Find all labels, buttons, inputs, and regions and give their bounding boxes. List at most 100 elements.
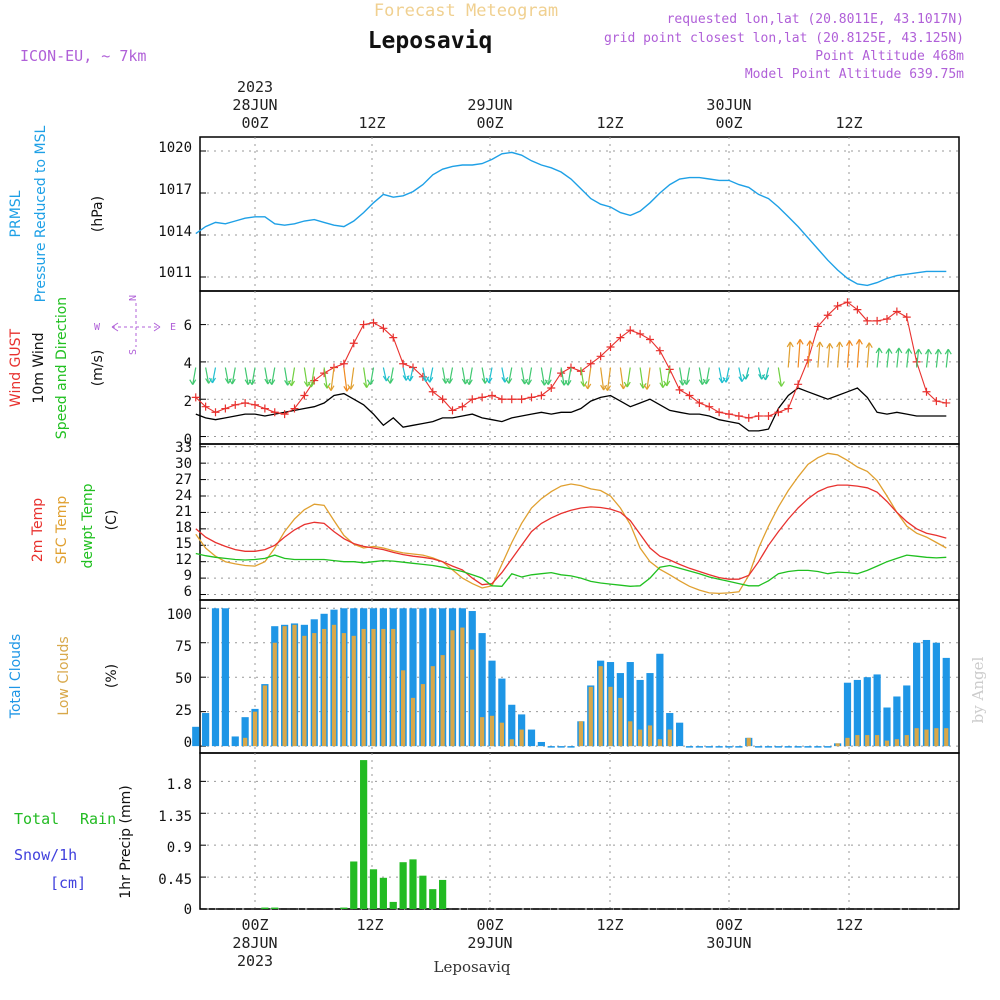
top-year-label: 2023	[237, 78, 273, 96]
bottom-time-axis: 00Z 12Z 00Z 12Z 00Z 12Z 28JUN 2023 29JUN…	[232, 916, 862, 970]
wind-compass-icon: W E N S	[94, 295, 176, 355]
top-date-28jun: 28JUN	[232, 96, 277, 114]
dewpt-label: dewpt Temp	[80, 483, 96, 568]
wind-direction-arrow	[826, 342, 834, 368]
temp-tick: 30	[175, 456, 192, 472]
total-cloud-bar	[192, 726, 200, 747]
low-cloud-bar	[460, 627, 465, 747]
total-cloud-bar	[764, 746, 773, 748]
pressure-units: (hPa)	[90, 196, 106, 232]
precip-bar	[439, 879, 447, 909]
sfc-temp-line	[195, 452, 947, 595]
gust-point-marker	[606, 342, 615, 351]
precip-bar	[389, 901, 397, 909]
gust-point-marker	[517, 395, 526, 404]
wind-direction-arrow	[885, 348, 893, 368]
low-cloud-bar	[519, 729, 524, 747]
low-cloud-bar	[401, 670, 406, 747]
low-cloud-bar	[312, 633, 317, 747]
wind-direction-arrow	[944, 348, 952, 368]
credit-watermark: by Angel	[969, 656, 987, 723]
precip-total-label: Total	[14, 810, 59, 828]
gust-point-marker	[873, 316, 882, 325]
cloud-panel-labels: Total Clouds Low Clouds (%)	[8, 634, 120, 719]
wind-direction-arrow	[855, 339, 863, 368]
total-cloud-bar	[488, 660, 496, 747]
compass-n: N	[128, 295, 139, 301]
precip-tick: 1.35	[158, 809, 192, 825]
wind-direction-arrow	[465, 367, 473, 386]
precip-panel-frame	[199, 752, 960, 910]
precip-bar	[399, 862, 407, 909]
gust-point-marker	[349, 339, 358, 348]
gust-point-marker	[843, 298, 852, 307]
bottom-tick-12z-29: 12Z	[596, 916, 623, 934]
wind-direction-arrow	[382, 367, 390, 382]
wind-direction-arrow	[915, 348, 923, 368]
total-cloud-bar	[636, 679, 644, 747]
gust-point-marker	[932, 397, 941, 406]
total-cloud-bar	[685, 746, 694, 748]
wind-direction-arrow	[540, 367, 548, 386]
gust-point-marker	[636, 329, 645, 338]
low-cloud-bar	[410, 697, 416, 747]
top-time-axis: 2023 28JUN 29JUN 30JUN 00Z 12Z 00Z 12Z 0…	[232, 78, 862, 132]
low-cloud-bar	[578, 721, 583, 747]
total-cloud-bar	[676, 722, 684, 747]
low-cloud-bar	[647, 725, 653, 747]
wind-direction-arrow	[544, 367, 552, 386]
wind-direction-arrow	[761, 367, 770, 381]
footer-location: Leposaviq	[434, 958, 511, 976]
wind-direction-arrow	[268, 367, 276, 386]
precip-bar	[419, 875, 427, 909]
wind-direction-arrow	[816, 341, 824, 368]
temp-tick: 12	[175, 552, 192, 568]
total-cloud-bar	[774, 746, 782, 748]
total-cloud-bar	[241, 717, 249, 747]
low-cloud-bar	[450, 630, 455, 747]
gust-point-marker	[468, 395, 477, 404]
low-cloud-bar	[262, 685, 267, 747]
total-cloud-bar	[942, 657, 950, 747]
precip-bar	[409, 859, 417, 909]
wind-direction-arrow	[505, 367, 513, 384]
total-cloud-bar	[557, 746, 565, 748]
low-cloud-bar	[894, 739, 899, 747]
wind-direction-arrow	[924, 348, 933, 368]
total-cloud-bar	[903, 685, 911, 747]
total-cloud-bar	[735, 746, 743, 748]
bottom-year-label: 2023	[237, 952, 273, 970]
wind-direction-arrow	[875, 347, 883, 368]
wind-direction-arrow	[560, 367, 568, 386]
t2m-line	[195, 484, 947, 586]
wind-gust-line	[195, 301, 947, 419]
pressure-tick: 1017	[158, 182, 192, 198]
top-tick-00z-29: 00Z	[476, 114, 503, 132]
wind-direction-arrow	[786, 341, 794, 368]
precip-bar	[429, 889, 437, 909]
gust-point-marker	[201, 402, 210, 411]
wind-direction-arrow	[722, 367, 730, 383]
low-cloud-bar	[667, 729, 672, 747]
gust-point-marker	[833, 301, 842, 310]
low-cloud-bar	[875, 735, 880, 747]
precip-bar	[271, 907, 279, 909]
low-clouds-label: Low Clouds	[56, 636, 72, 715]
total-cloud-bar	[705, 746, 713, 748]
low-cloud-bar	[391, 628, 396, 747]
wind-direction-arrow	[845, 340, 854, 368]
precip-bar	[360, 760, 368, 909]
wind-direction-arrow	[806, 340, 814, 368]
low-cloud-bar	[914, 728, 919, 747]
wind-direction-arrow	[228, 367, 236, 385]
wind-direction-arrow	[248, 367, 256, 386]
gust-point-marker	[260, 404, 269, 413]
model-point-altitude: Model Point Altitude 639.75m	[745, 67, 964, 82]
precip-bar	[369, 869, 378, 909]
temp-tick: 21	[175, 504, 192, 520]
low-cloud-bar	[252, 711, 258, 747]
wind-direction-arrow	[406, 367, 414, 382]
total-cloud-bar	[231, 736, 239, 747]
wind-direction-arrow	[205, 367, 213, 384]
